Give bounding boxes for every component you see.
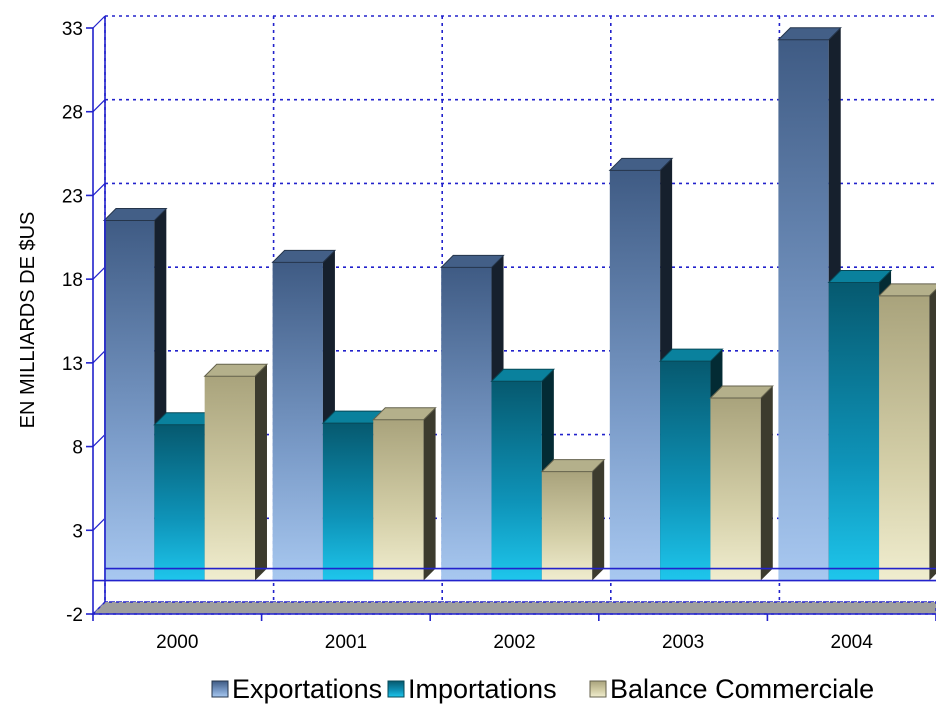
- y-tick-label: -2: [66, 605, 83, 626]
- bar-top: [709, 385, 774, 399]
- legend: Exportations Importations Balance Commerci…: [211, 674, 874, 704]
- bar-top: [271, 249, 337, 263]
- grid-depth-line: [92, 517, 106, 531]
- bar-top: [372, 407, 437, 421]
- y-tick-label: 33: [62, 19, 83, 40]
- y-tick-label: 23: [62, 186, 83, 207]
- legend-label: Exportations: [232, 674, 382, 704]
- x-tick-labels: 2000 2001 2002 2003 2004: [156, 632, 873, 653]
- bar-side: [760, 386, 773, 581]
- legend-swatch: [589, 680, 607, 698]
- x-tick-label: 2000: [156, 632, 198, 653]
- bar: [828, 282, 880, 581]
- bar: [154, 424, 205, 581]
- y-tick-label: 3: [72, 521, 83, 542]
- grid-depth-line: [92, 350, 106, 364]
- grid-depth-line: [92, 183, 106, 196]
- legend-label: Importations: [408, 674, 557, 704]
- legend-swatch: [387, 680, 405, 698]
- bar: [879, 295, 930, 581]
- bar-top: [877, 283, 936, 297]
- floor-slab: [91, 601, 936, 615]
- bar: [710, 398, 761, 581]
- bar-top: [540, 459, 606, 473]
- bar: [491, 381, 542, 581]
- legend-item: Balance Commerciale: [589, 674, 874, 704]
- bar: [541, 471, 593, 581]
- chart-floor: [91, 601, 936, 615]
- legend-item: Exportations: [211, 674, 382, 704]
- bar-top: [827, 269, 893, 283]
- x-tick-label: 2002: [493, 632, 535, 653]
- legend-item: Importations: [387, 674, 557, 704]
- bar-top: [102, 208, 168, 222]
- bar: [609, 170, 661, 581]
- grid-depth-line: [92, 15, 106, 29]
- x-tick-label: 2003: [662, 632, 704, 653]
- axes: [86, 16, 936, 621]
- bar: [778, 39, 829, 581]
- bar: [660, 361, 711, 581]
- y-tick-labels: -2 3 8 13 18 23 28 33: [62, 19, 83, 626]
- legend-label: Balance Commerciale: [610, 674, 874, 704]
- legend-swatch: [211, 680, 229, 698]
- bar-side: [929, 289, 936, 581]
- bar-side: [592, 459, 605, 581]
- y-tick-label: 8: [72, 438, 83, 459]
- x-tick-label: 2004: [831, 632, 874, 653]
- bar-top: [439, 254, 505, 268]
- bar: [204, 376, 255, 581]
- y-tick-label: 18: [62, 270, 83, 291]
- bar: [322, 423, 374, 581]
- bar: [104, 220, 155, 581]
- bar-side: [423, 407, 436, 581]
- bar-top: [203, 363, 269, 377]
- bar-top: [658, 348, 724, 362]
- y-tick-label: 13: [62, 354, 83, 375]
- bar-side: [254, 364, 267, 581]
- bar-top: [490, 368, 556, 382]
- grid-depth-line: [92, 434, 106, 447]
- x-tick-label: 2001: [325, 632, 367, 653]
- y-axis-title: EN MILLIARDS DE $US: [17, 212, 39, 429]
- bar: [441, 267, 492, 581]
- bar: [272, 262, 323, 581]
- y-tick-label: 28: [62, 103, 83, 124]
- bar-top: [777, 27, 842, 41]
- grid-depth-line: [92, 99, 106, 113]
- bars: [102, 27, 936, 581]
- bar: [373, 419, 424, 581]
- bar-top: [608, 157, 674, 171]
- grid-depth-line: [92, 266, 106, 280]
